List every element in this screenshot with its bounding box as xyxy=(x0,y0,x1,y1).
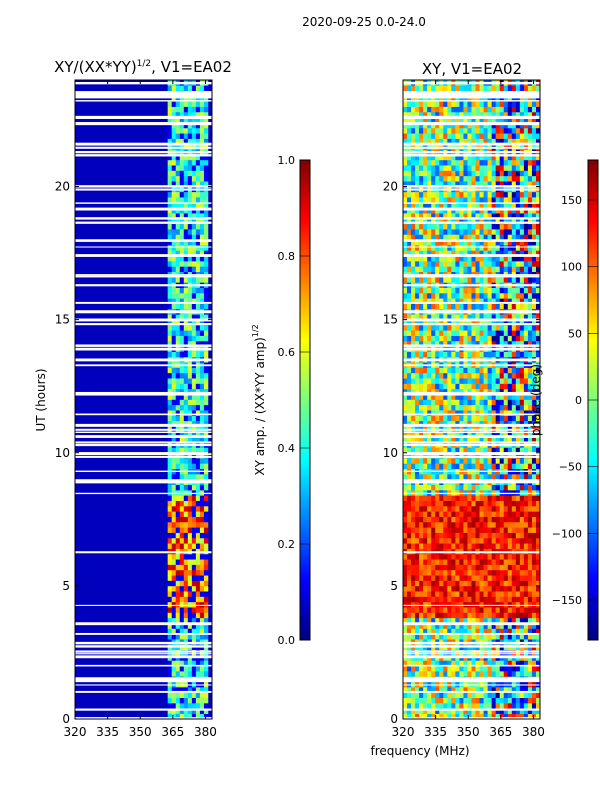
colorbar-tick-label: 0.2 xyxy=(278,538,296,551)
x-tick-label: 335 xyxy=(96,725,119,739)
y-tick-label: 20 xyxy=(383,180,398,194)
y-tick-label: 15 xyxy=(55,313,70,327)
amplitude-colorbar-gradient xyxy=(299,159,311,641)
amplitude-panel: XY/(XX*YY)1/2, V1=EA02 320 335 350 365 380 0… xyxy=(34,58,232,739)
colorbar-tick-label: 0 xyxy=(575,394,582,407)
phase-colorbar-label: phase (deg) xyxy=(529,364,543,436)
colorbar-tick-label: −50 xyxy=(559,461,582,474)
x-tick-label: 365 xyxy=(161,725,184,739)
y-tick-label: 10 xyxy=(383,446,398,460)
x-tick-label: 365 xyxy=(489,725,512,739)
y-tick-label: 15 xyxy=(383,313,398,327)
colorbar-tick-label: 1.0 xyxy=(278,154,296,167)
phase-x-ticks: 320 335 350 365 380 xyxy=(392,80,545,739)
colorbar-tick-label: 0.8 xyxy=(278,250,296,263)
x-tick-label: 335 xyxy=(424,725,447,739)
colorbar-tick-label: 50 xyxy=(568,327,582,340)
phase-panel-title: XY, V1=EA02 xyxy=(422,60,522,78)
colorbar-tick-label: 150 xyxy=(561,194,582,207)
phase-colorbar-ticks: −150 −100 −50 0 50 100 150 xyxy=(552,194,598,607)
colorbar-tick-label: 0.6 xyxy=(278,346,296,359)
phase-heatmap xyxy=(403,80,540,719)
x-tick-label: 320 xyxy=(64,725,87,739)
y-tick-label: 0 xyxy=(62,712,70,726)
y-tick-label: 5 xyxy=(62,579,70,593)
amplitude-colorbar: 0.0 0.2 0.4 0.6 0.8 1.0 XY amp. / (XX*YY amp)… xyxy=(251,154,311,647)
x-tick-label: 380 xyxy=(522,725,545,739)
colorbar-tick-label: −100 xyxy=(552,527,582,540)
x-tick-label: 350 xyxy=(457,725,480,739)
x-tick-label: 380 xyxy=(194,725,217,739)
phase-axes-frame xyxy=(402,79,541,720)
x-axis-label: frequency (MHz) xyxy=(370,744,469,758)
y-axis-label: UT (hours) xyxy=(34,368,48,431)
amplitude-colorbar-label: XY amp. / (XX*YY amp)1/2 xyxy=(251,324,267,475)
y-tick-label: 5 xyxy=(390,579,398,593)
colorbar-tick-label: 0.4 xyxy=(278,442,296,455)
colorbar-tick-label: 100 xyxy=(561,261,582,274)
amplitude-heatmap xyxy=(75,80,212,719)
colorbar-tick-label: 0.0 xyxy=(278,634,296,647)
amplitude-axes-frame xyxy=(74,79,213,720)
x-tick-label: 320 xyxy=(392,725,415,739)
phase-y-ticks: 0 5 10 15 20 xyxy=(383,180,540,726)
y-tick-label: 20 xyxy=(55,180,70,194)
amplitude-panel-title: XY/(XX*YY)1/2, V1=EA02 xyxy=(54,58,232,76)
figure-suptitle: 2020-09-25 0.0-24.0 xyxy=(302,15,426,29)
amplitude-x-ticks: 320 335 350 365 380 xyxy=(64,80,217,739)
phase-colorbar: −150 −100 −50 0 50 100 150 phase (deg) xyxy=(529,159,599,641)
x-tick-label: 350 xyxy=(129,725,152,739)
y-tick-label: 10 xyxy=(55,446,70,460)
phase-panel: XY, V1=EA02 320 335 350 365 380 0 5 10 15 20 xyxy=(383,60,545,739)
colorbar-tick-label: −150 xyxy=(552,594,582,607)
amplitude-colorbar-ticks: 0.0 0.2 0.4 0.6 0.8 1.0 xyxy=(278,154,310,647)
amplitude-y-ticks: 0 5 10 15 20 xyxy=(55,180,212,726)
y-tick-label: 0 xyxy=(390,712,398,726)
